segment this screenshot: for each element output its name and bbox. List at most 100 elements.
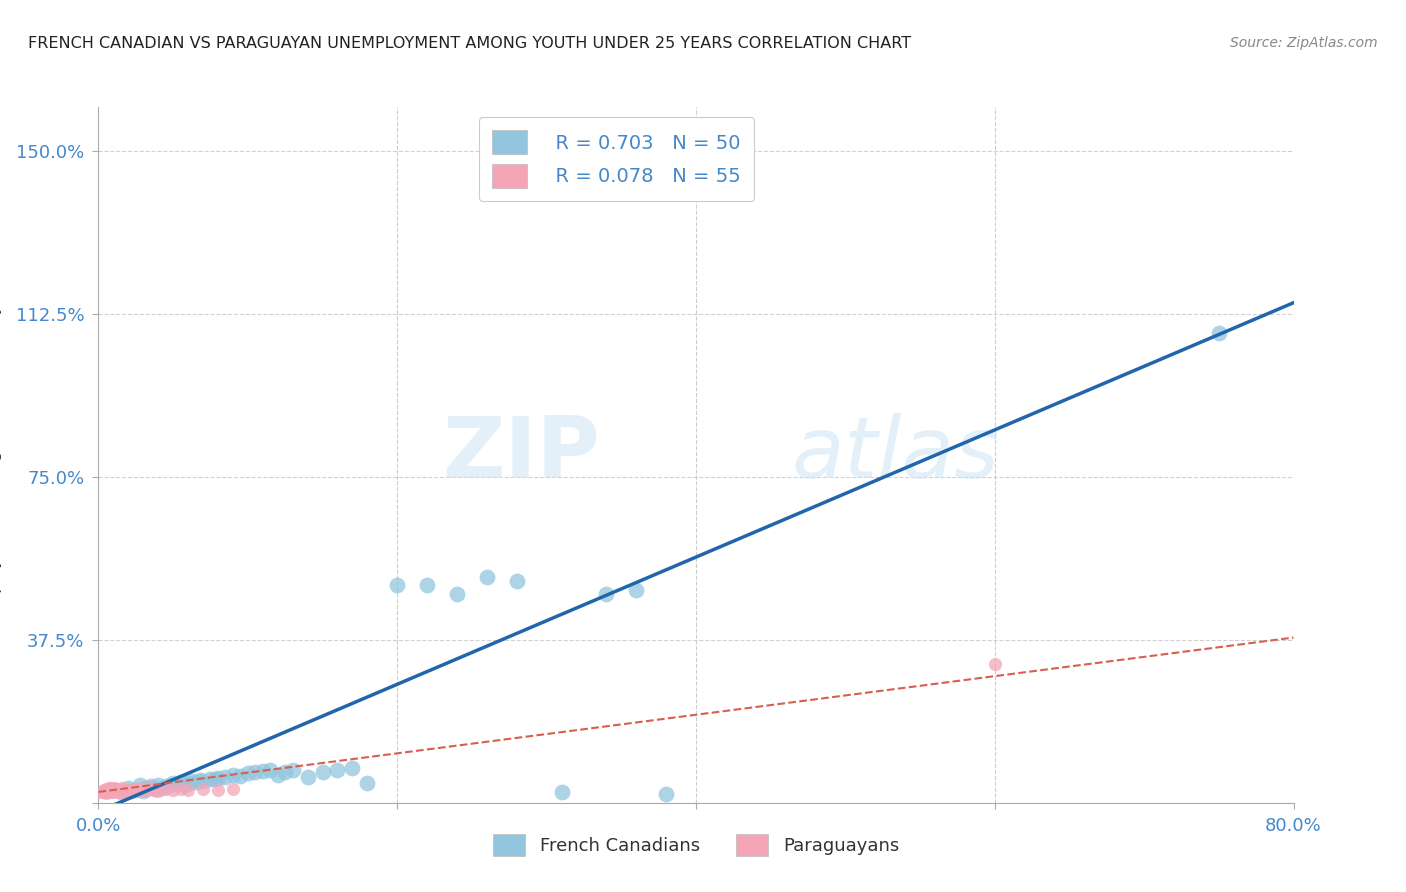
Point bbox=[105, 783, 128, 797]
Point bbox=[105, 782, 128, 797]
Point bbox=[229, 769, 252, 783]
Point bbox=[180, 774, 202, 789]
Point bbox=[297, 770, 319, 784]
Point bbox=[111, 780, 134, 795]
Point bbox=[222, 767, 245, 781]
Point bbox=[326, 763, 349, 777]
Point bbox=[121, 783, 143, 797]
Legend: French Canadians, Paraguayans: French Canadians, Paraguayans bbox=[485, 827, 907, 863]
Point bbox=[112, 783, 135, 797]
Point bbox=[169, 775, 191, 789]
Point bbox=[191, 781, 214, 796]
Point bbox=[626, 582, 648, 597]
Point bbox=[114, 782, 136, 797]
Point bbox=[214, 770, 236, 784]
Point bbox=[103, 781, 125, 796]
Point bbox=[120, 782, 142, 797]
Point bbox=[595, 587, 617, 601]
Point bbox=[111, 783, 134, 797]
Point bbox=[148, 778, 170, 793]
Point bbox=[267, 767, 290, 781]
Point bbox=[169, 781, 191, 796]
Point bbox=[385, 578, 409, 592]
Text: FRENCH CANADIAN VS PARAGUAYAN UNEMPLOYMENT AMONG YOUTH UNDER 25 YEARS CORRELATIO: FRENCH CANADIAN VS PARAGUAYAN UNEMPLOYME… bbox=[28, 36, 911, 51]
Point bbox=[118, 783, 141, 797]
Point bbox=[281, 763, 304, 777]
Point bbox=[155, 779, 177, 793]
Point bbox=[107, 785, 129, 799]
Point bbox=[204, 772, 226, 786]
Point bbox=[655, 787, 678, 801]
Point bbox=[108, 781, 131, 796]
Point bbox=[177, 782, 200, 797]
Point bbox=[135, 783, 157, 797]
Point bbox=[110, 785, 132, 799]
Point bbox=[148, 783, 170, 797]
Point bbox=[110, 785, 132, 799]
Point bbox=[174, 778, 197, 793]
Point bbox=[155, 781, 177, 796]
Point bbox=[120, 783, 142, 797]
Point bbox=[98, 780, 122, 795]
Point bbox=[98, 782, 122, 797]
Point bbox=[150, 780, 173, 795]
Point bbox=[342, 761, 364, 775]
Point bbox=[94, 781, 117, 796]
Point bbox=[103, 782, 125, 797]
Point bbox=[98, 785, 122, 799]
Point bbox=[222, 781, 245, 796]
Point bbox=[90, 785, 112, 799]
Point bbox=[159, 778, 181, 792]
Y-axis label: Unemployment Among Youth under 25 years: Unemployment Among Youth under 25 years bbox=[0, 268, 1, 642]
Point bbox=[236, 766, 259, 780]
Point bbox=[191, 774, 214, 789]
Point bbox=[506, 574, 529, 588]
Point bbox=[356, 776, 378, 790]
Point bbox=[101, 783, 124, 797]
Point bbox=[108, 783, 131, 797]
Point bbox=[127, 782, 149, 797]
Point bbox=[207, 782, 229, 797]
Point bbox=[93, 785, 115, 799]
Point bbox=[139, 779, 162, 793]
Point bbox=[93, 782, 115, 797]
Point bbox=[162, 776, 184, 790]
Point bbox=[103, 785, 125, 799]
Point bbox=[129, 778, 152, 793]
Point bbox=[96, 785, 118, 799]
Point bbox=[200, 772, 222, 786]
Point bbox=[107, 782, 129, 797]
Point bbox=[104, 780, 127, 795]
Point bbox=[114, 781, 136, 796]
Point bbox=[135, 780, 157, 795]
Text: ZIP: ZIP bbox=[443, 413, 600, 497]
Point bbox=[184, 775, 207, 789]
Point bbox=[188, 773, 211, 788]
Point bbox=[97, 783, 120, 797]
Point bbox=[475, 570, 498, 584]
Point bbox=[446, 587, 468, 601]
Point bbox=[162, 782, 184, 797]
Point bbox=[125, 781, 148, 796]
Point bbox=[311, 765, 333, 780]
Point bbox=[416, 578, 439, 592]
Point bbox=[132, 783, 155, 797]
Point bbox=[245, 765, 267, 780]
Point bbox=[984, 657, 1007, 671]
Point bbox=[94, 786, 117, 800]
Point bbox=[117, 780, 139, 795]
Point bbox=[129, 782, 152, 797]
Point bbox=[1208, 326, 1230, 340]
Point bbox=[97, 780, 120, 795]
Point bbox=[143, 782, 166, 797]
Point bbox=[132, 780, 155, 795]
Text: Source: ZipAtlas.com: Source: ZipAtlas.com bbox=[1230, 36, 1378, 50]
Point bbox=[177, 776, 200, 790]
Text: atlas: atlas bbox=[792, 413, 1000, 497]
Point bbox=[550, 785, 572, 799]
Point bbox=[115, 783, 138, 797]
Point bbox=[96, 782, 118, 797]
Point bbox=[110, 782, 132, 797]
Point bbox=[104, 783, 127, 797]
Point bbox=[117, 785, 139, 799]
